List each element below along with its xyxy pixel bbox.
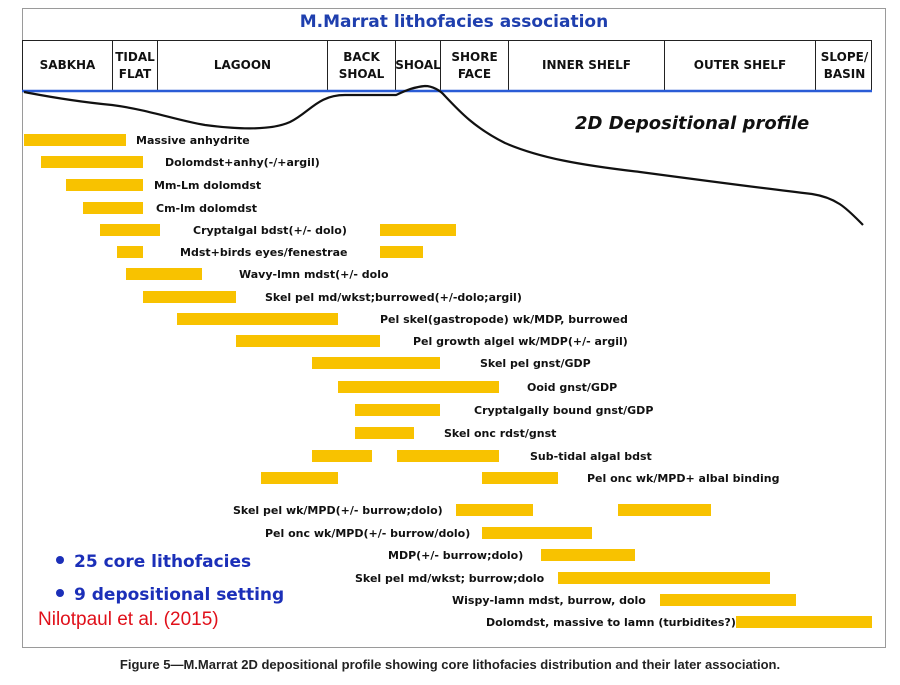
setting-slope-basin: SLOPE/ BASIN: [820, 49, 869, 81]
facies-range-bar: [40, 156, 143, 168]
facies-label: Skel pel md/wkst;burrowed(+/-dolo;argil): [265, 291, 522, 304]
facies-range-bar: [541, 549, 635, 561]
facies-range-bar: [100, 224, 160, 236]
facies-label: Skel pel gnst/GDP: [480, 357, 591, 370]
depositional-settings-row: SABKHA TIDAL FLAT LAGOON BACK SHOAL SHOAL SHO…: [22, 40, 872, 91]
facies-range-bar: [397, 450, 499, 462]
figure-frame: [22, 8, 886, 648]
facies-range-bar: [83, 202, 143, 214]
facies-label: Cryptalgally bound gnst/GDP: [474, 404, 654, 417]
facies-range-bar: [481, 527, 593, 539]
facies-label: Cm-lm dolomdst: [156, 202, 258, 215]
facies-range-bar: [337, 381, 499, 393]
facies-range-bar: [558, 572, 771, 584]
facies-range-bar: [261, 472, 338, 484]
setting-inner-shelf: INNER SHELF: [509, 41, 665, 90]
facies-range-bar: [125, 268, 203, 280]
facies-label: Pel onc wk/MPD(+/- burrow/dolo): [265, 527, 471, 540]
facies-label: Cryptalgal bdst(+/- dolo): [193, 224, 347, 237]
facies-range-bar: [117, 246, 143, 258]
facies-range-bar: [236, 335, 381, 347]
figure-caption: Figure 5—M.Marrat 2D depositional profil…: [119, 657, 781, 672]
setting-shore-face: SHORE FACE: [441, 41, 509, 90]
bullet-item: 25 core lithofacies: [56, 552, 251, 572]
facies-label: Pel onc wk/MPD+ albal binding: [587, 472, 780, 485]
facies-range-bar: [617, 504, 711, 516]
facies-label: Dolomdst+anhy(-/+argil): [165, 156, 320, 169]
facies-label: Ooid gnst/GDP: [527, 381, 618, 394]
facies-range-bar: [380, 246, 423, 258]
facies-label: Pel growth algel wk/MDP(+/- argil): [413, 335, 628, 348]
setting-sabkha: SABKHA: [23, 41, 113, 90]
facies-label: Wispy-lamn mdst, burrow, dolo: [452, 594, 646, 607]
facies-range-bar: [142, 291, 236, 303]
facies-label: Mdst+birds eyes/fenestrae: [180, 246, 348, 259]
facies-range-bar: [312, 357, 440, 369]
facies-range-bar: [660, 594, 796, 606]
diagram-title: M.Marrat lithofacies association: [299, 12, 609, 32]
facies-range-bar: [24, 134, 126, 146]
facies-range-bar: [312, 450, 372, 462]
setting-lagoon: LAGOON: [158, 41, 328, 90]
facies-label: MDP(+/- burrow;dolo): [388, 549, 524, 562]
facies-label: Sub-tidal algal bdst: [530, 450, 652, 463]
facies-range-bar: [354, 404, 440, 416]
bullet-text: 9 depositional setting: [74, 585, 285, 605]
setting-tidal-flat: TIDAL FLAT: [113, 41, 158, 90]
facies-label: Skel pel md/wkst; burrow;dolo: [355, 572, 545, 585]
facies-label: Mm-Lm dolomdst: [154, 179, 262, 192]
facies-range-bar: [354, 427, 415, 439]
bullet-item: 9 depositional setting: [56, 585, 284, 605]
facies-range-bar: [456, 504, 533, 516]
facies-range-bar: [736, 616, 872, 628]
facies-range-bar: [66, 179, 143, 191]
setting-outer-shelf: OUTER SHELF: [665, 41, 816, 90]
facies-range-bar: [380, 224, 457, 236]
facies-range-bar: [176, 313, 338, 325]
facies-label: Massive anhydrite: [136, 134, 250, 147]
bullet-dot-icon: [56, 589, 64, 597]
profile-title: 2D Depositional profile: [575, 113, 810, 134]
seafloor-profile-curve: [23, 84, 864, 226]
bullet-dot-icon: [56, 556, 64, 564]
facies-label: Skel pel wk/MPD(+/- burrow;dolo): [233, 504, 443, 517]
facies-range-bar: [481, 472, 559, 484]
facies-label: Wavy-lmn mdst(+/- dolo: [239, 268, 389, 281]
facies-label: Dolomdst, massive to lamn (turbidites?): [486, 616, 736, 629]
bullet-text: 25 core lithofacies: [74, 552, 252, 572]
setting-back-shoal: BACK SHOAL: [328, 41, 396, 90]
setting-shoal: SHOAL: [395, 41, 441, 90]
citation: Nilotpaul et al. (2015): [38, 609, 219, 630]
facies-label: Pel skel(gastropode) wk/MDP, burrowed: [380, 313, 628, 326]
facies-label: Skel onc rdst/gnst: [444, 427, 557, 440]
